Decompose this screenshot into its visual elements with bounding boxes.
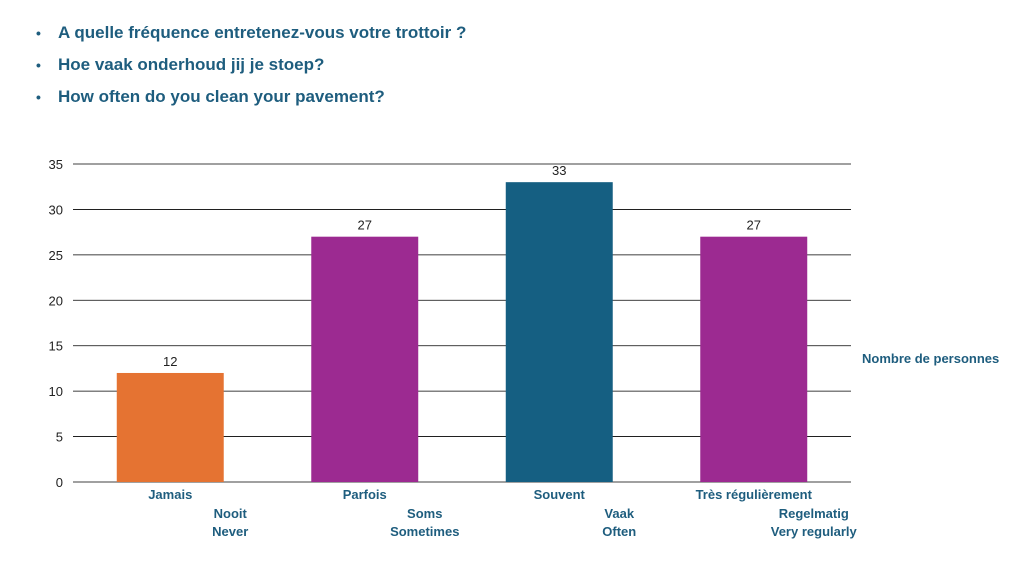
data-label: 33 xyxy=(552,163,566,178)
bar xyxy=(311,236,419,482)
x-category-label: Very regularly xyxy=(771,524,858,539)
question-fr: • A quelle fréquence entretenez-vous vot… xyxy=(36,22,466,54)
bullet-icon: • xyxy=(36,89,41,105)
x-category-label: Souvent xyxy=(534,487,586,502)
data-label: 12 xyxy=(163,354,177,369)
x-category-label: Never xyxy=(212,524,248,539)
y-tick-label: 30 xyxy=(49,202,63,217)
bullet-icon: • xyxy=(36,25,41,41)
y-tick-label: 35 xyxy=(49,157,63,172)
question-en: • How often do you clean your pavement? xyxy=(36,86,466,118)
data-label: 27 xyxy=(747,218,761,233)
bar xyxy=(116,372,224,482)
x-category-label: Parfois xyxy=(343,487,387,502)
y-tick-label: 25 xyxy=(49,248,63,263)
y-tick-label: 5 xyxy=(56,430,63,445)
x-category-label: Often xyxy=(602,524,636,539)
y-tick-label: 15 xyxy=(49,339,63,354)
x-category-label: Très régulièrement xyxy=(696,487,813,502)
question-text: How often do you clean your pavement? xyxy=(58,87,385,106)
bullet-icon: • xyxy=(36,57,41,73)
question-text: A quelle fréquence entretenez-vous votre… xyxy=(58,23,467,42)
y-tick-label: 20 xyxy=(49,293,63,308)
x-category-label: Vaak xyxy=(604,506,634,521)
question-list: • A quelle fréquence entretenez-vous vot… xyxy=(36,22,466,118)
x-category-label: Regelmatig xyxy=(779,506,849,521)
x-category-label: Soms xyxy=(407,506,442,521)
bar xyxy=(700,236,808,482)
question-nl: • Hoe vaak onderhoud jij je stoep? xyxy=(36,54,466,86)
y-tick-label: 0 xyxy=(56,475,63,490)
x-category-label: Sometimes xyxy=(390,524,459,539)
question-text: Hoe vaak onderhoud jij je stoep? xyxy=(58,55,325,74)
bar xyxy=(505,182,613,482)
x-category-label: Nooit xyxy=(214,506,248,521)
legend-label: Nombre de personnes xyxy=(862,351,1000,366)
data-label: 27 xyxy=(358,218,372,233)
x-category-label: Jamais xyxy=(148,487,192,502)
y-tick-label: 10 xyxy=(49,384,63,399)
